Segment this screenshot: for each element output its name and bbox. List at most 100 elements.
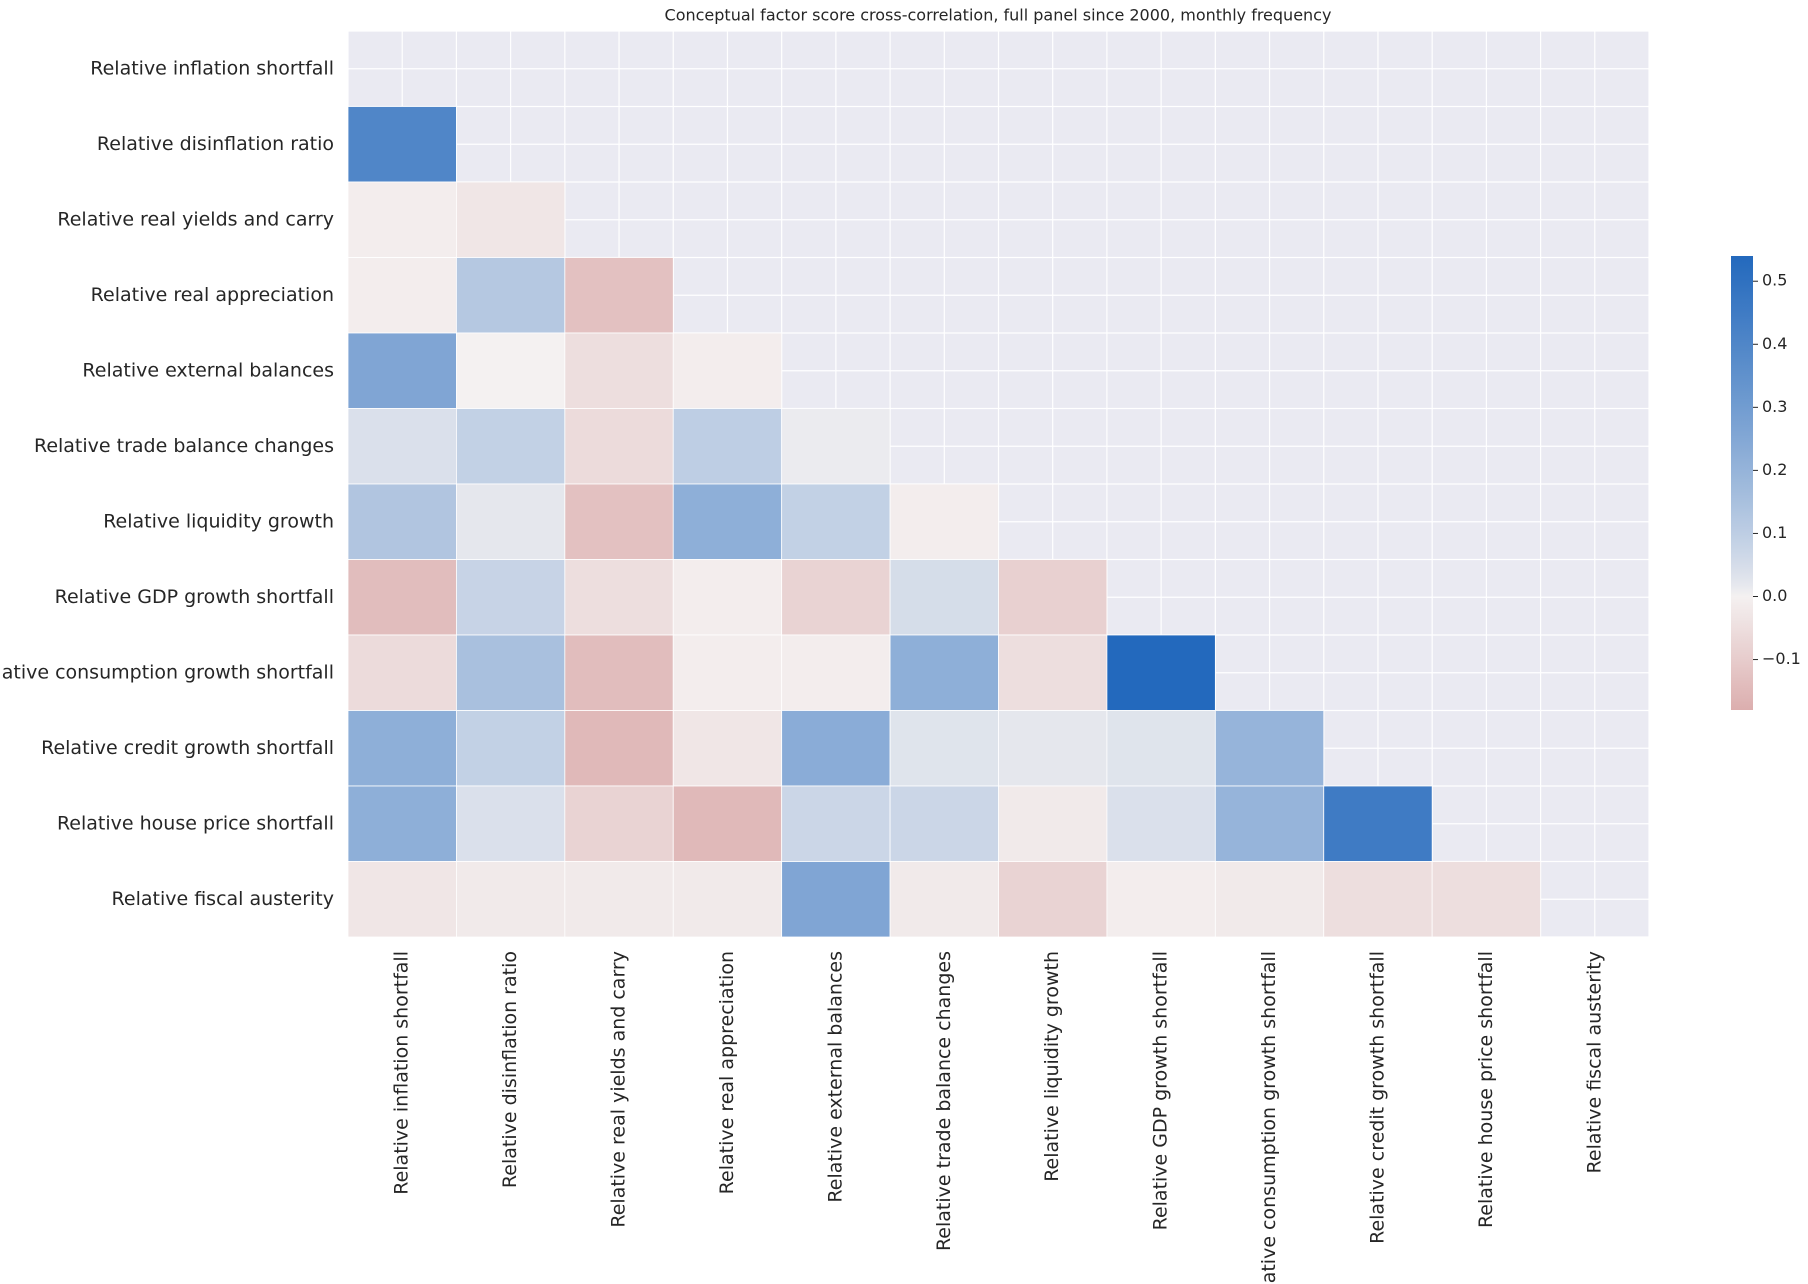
heatmap-cell [781, 559, 891, 636]
heatmap-cell [672, 785, 783, 862]
x-tick-label: Relative trade balance changes [933, 951, 955, 1251]
heatmap-cell [564, 332, 674, 409]
y-tick-label: Relative inflation shortfall [90, 57, 334, 79]
heatmap-cell [672, 332, 783, 409]
heatmap-cell [347, 710, 457, 787]
heatmap-cell [1106, 861, 1216, 938]
x-tick-label: Relative credit growth shortfall [1366, 951, 1388, 1244]
heatmap-cell [1106, 634, 1216, 711]
x-tick-label: Relative liquidity growth [1041, 951, 1063, 1182]
y-tick-label: Relative disinflation ratio [97, 133, 334, 155]
x-tick-label: Relative real yields and carry [608, 951, 630, 1228]
y-tick-label: Relative liquidity growth [103, 510, 334, 532]
heatmap-cell [564, 483, 674, 560]
x-tick-label: Relative real appreciation [716, 951, 738, 1194]
x-tick-label: Relative GDP growth shortfall [1150, 951, 1172, 1230]
heatmap-cell [781, 785, 891, 862]
heatmap-cell [347, 634, 457, 711]
heatmap-cell [672, 634, 783, 711]
heatmap-cell [672, 483, 783, 560]
heatmap-cell [781, 710, 891, 787]
heatmap-cell [781, 634, 891, 711]
x-tick-label: Relative consumption growth shortfall [1258, 951, 1280, 1284]
y-tick-label: Relative fiscal austerity [112, 888, 334, 910]
heatmap-cell [456, 634, 566, 711]
heatmap-cell [998, 634, 1108, 711]
heatmap-cell [889, 710, 999, 787]
heatmap-cell [456, 559, 566, 636]
colorbar [1731, 256, 1753, 710]
heatmap-cell [1106, 785, 1216, 862]
heatmap-cell [672, 559, 783, 636]
heatmap-cell [889, 483, 999, 560]
x-tick-label: Relative house price shortfall [1475, 951, 1497, 1228]
heatmap-cell [1214, 710, 1325, 787]
heatmap-cell [456, 710, 566, 787]
heatmap-cell [564, 408, 674, 485]
colorbar-tick-label: 0.2 [1762, 460, 1787, 479]
heatmap-cell [889, 861, 999, 938]
heatmap-cell [347, 559, 457, 636]
colorbar-tick-label: 0.0 [1762, 586, 1787, 605]
heatmap-cell [564, 710, 674, 787]
heatmap-cell [1214, 785, 1325, 862]
y-tick-label: Relative real appreciation [91, 284, 334, 306]
heatmap-cell [456, 332, 566, 409]
y-tick-label: Relative consumption growth shortfall [0, 661, 334, 683]
colorbar-tick-label: 0.3 [1762, 397, 1787, 416]
heatmap-cell [564, 861, 674, 938]
heatmap-cell [672, 408, 783, 485]
colorbar-tick-label: 0.4 [1762, 334, 1787, 353]
y-tick-label: Relative trade balance changes [34, 435, 334, 457]
x-tick-label: Relative fiscal austerity [1583, 951, 1605, 1173]
heatmap-cell [456, 861, 566, 938]
heatmap-cell [456, 785, 566, 862]
y-tick-label: Relative credit growth shortfall [41, 737, 334, 759]
heatmap-cell [1214, 861, 1325, 938]
heatmap-cell [564, 634, 674, 711]
heatmap-cell [998, 710, 1108, 787]
heatmap-cell [998, 785, 1108, 862]
heatmap-cell [1323, 785, 1433, 862]
heatmap-cell [347, 106, 457, 183]
heatmap-cell [564, 559, 674, 636]
y-tick-label: Relative external balances [82, 359, 334, 381]
x-tick-label: Relative external balances [824, 951, 846, 1203]
heatmap-cell [889, 785, 999, 862]
heatmap-cell [456, 408, 566, 485]
colorbar-tick-label: −0.1 [1762, 649, 1801, 668]
y-tick-label: Relative GDP growth shortfall [55, 586, 334, 608]
heatmap-cell [672, 861, 783, 938]
heatmap-cell [347, 332, 457, 409]
heatmap-cell [456, 181, 566, 258]
heatmap-cell [998, 861, 1108, 938]
colorbar-tick-label: 0.5 [1762, 271, 1787, 290]
heatmap-cell [347, 785, 457, 862]
x-tick-label: Relative disinflation ratio [499, 951, 521, 1188]
heatmap-cell [781, 861, 891, 938]
colorbar-tick-label: 0.1 [1762, 523, 1787, 542]
heatmap-cell [564, 257, 674, 334]
heatmap-cell [347, 181, 457, 258]
heatmap-cell [1323, 861, 1433, 938]
heatmap-cell [347, 257, 457, 334]
x-tick-label: Relative inflation shortfall [391, 951, 413, 1195]
y-tick-label: Relative real yields and carry [57, 208, 334, 230]
heatmap-cell [672, 710, 783, 787]
heatmap-cell [998, 559, 1108, 636]
heatmap-cell [889, 634, 999, 711]
heatmap-cell [456, 483, 566, 560]
heatmap-cell [781, 408, 891, 485]
heatmap-cell [347, 408, 457, 485]
heatmap-cell [564, 785, 674, 862]
heatmap-cell [347, 483, 457, 560]
heatmap-cell [456, 257, 566, 334]
chart-title: Conceptual factor score cross-correlatio… [665, 6, 1332, 25]
y-tick-label: Relative house price shortfall [57, 812, 334, 834]
heatmap-cell [1106, 710, 1216, 787]
heatmap-cell [347, 861, 457, 938]
heatmap-cell [889, 559, 999, 636]
heatmap-cell [781, 483, 891, 560]
heatmap-cell [1431, 861, 1541, 938]
